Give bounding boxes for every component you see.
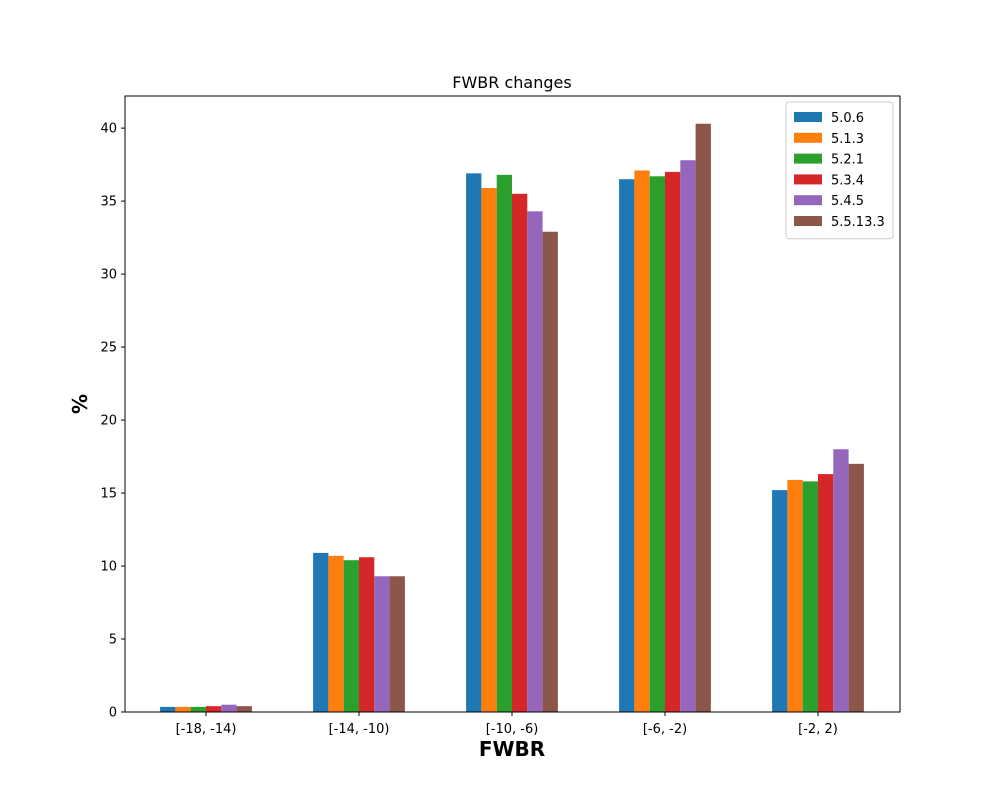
bar-5-4-5-cat-4 (833, 449, 849, 712)
legend-swatch (794, 216, 822, 226)
bar-5-5-13-3-cat-0 (236, 706, 252, 712)
bar-5-1-3-cat-3 (634, 170, 650, 712)
bar-5-3-4-cat-4 (818, 474, 834, 712)
bar-5-2-1-cat-0 (190, 706, 206, 712)
bar-5-4-5-cat-0 (221, 704, 237, 712)
bar-5-1-3-cat-4 (787, 479, 803, 712)
bar-5-5-13-3-cat-1 (389, 576, 405, 712)
bar-5-2-1-cat-1 (343, 560, 359, 712)
bars-group (160, 123, 864, 713)
bar-5-4-5-cat-1 (374, 576, 390, 712)
bar-5-0-6-cat-0 (160, 706, 176, 712)
y-tick-label: 35 (100, 195, 117, 210)
bar-5-0-6-cat-4 (772, 490, 788, 712)
y-tick-label: 15 (100, 487, 117, 502)
bar-5-3-4-cat-2 (512, 193, 528, 713)
bar-5-3-4-cat-1 (359, 557, 375, 712)
bar-5-5-13-3-cat-2 (542, 231, 558, 712)
legend-swatch (794, 174, 822, 185)
y-tick-label: 20 (100, 414, 117, 429)
legend-swatch (794, 112, 822, 122)
y-tick-label: 40 (100, 122, 117, 137)
x-axis: [-18, -14) [-14, -10) [-10, -6) [-6, -2) [-2… (176, 712, 838, 737)
bar-5-3-4-cat-0 (206, 706, 222, 712)
y-axis-label: % (68, 394, 92, 414)
x-tick-label: [-10, -6) (486, 722, 539, 737)
bar-5-4-5-cat-2 (527, 211, 543, 712)
legend-swatch (794, 132, 822, 143)
bar-5-1-3-cat-2 (481, 187, 497, 712)
bar-5-2-1-cat-2 (496, 174, 512, 712)
x-tick-label: [-18, -14) (176, 722, 237, 737)
legend-label: 5.1.3 (831, 132, 864, 147)
bar-5-1-3-cat-0 (175, 706, 191, 712)
y-tick-label: 30 (100, 268, 117, 283)
bar-5-5-13-3-cat-3 (695, 123, 711, 713)
x-axis-label: FWBR (479, 737, 545, 761)
chart-title: FWBR changes (452, 73, 571, 92)
legend: 5.0.6 5.1.3 5.2.1 5.3.4 5.4.5 5.5.13.3 (785, 101, 894, 240)
legend-label: 5.3.4 (831, 173, 864, 188)
bar-5-0-6-cat-2 (466, 173, 482, 713)
bar-5-2-1-cat-4 (802, 481, 818, 712)
bar-5-0-6-cat-3 (619, 179, 635, 712)
plot-frame (124, 95, 901, 713)
legend-swatch (794, 195, 822, 206)
y-tick-label: 25 (100, 341, 117, 356)
bar-5-2-1-cat-3 (649, 176, 665, 712)
legend-label: 5.4.5 (831, 194, 864, 209)
legend-label: 5.0.6 (831, 111, 864, 126)
x-tick-label: [-14, -10) (329, 722, 390, 737)
y-axis: 0 5 10 15 20 25 30 35 40 (100, 122, 125, 721)
y-tick-label: 0 (109, 706, 117, 721)
bar-5-3-4-cat-3 (665, 171, 681, 712)
legend-swatch (794, 153, 822, 164)
x-tick-label: [-2, 2) (798, 722, 838, 737)
bar-5-1-3-cat-1 (328, 555, 344, 712)
bar-5-5-13-3-cat-4 (848, 463, 864, 712)
y-tick-label: 10 (100, 560, 117, 575)
legend-label: 5.2.1 (831, 153, 864, 168)
bar-5-4-5-cat-3 (680, 160, 696, 713)
x-tick-label: [-6, -2) (643, 722, 687, 737)
y-tick-label: 5 (109, 633, 117, 648)
legend-label: 5.5.13.3 (831, 215, 885, 230)
bar-5-0-6-cat-1 (313, 552, 329, 712)
